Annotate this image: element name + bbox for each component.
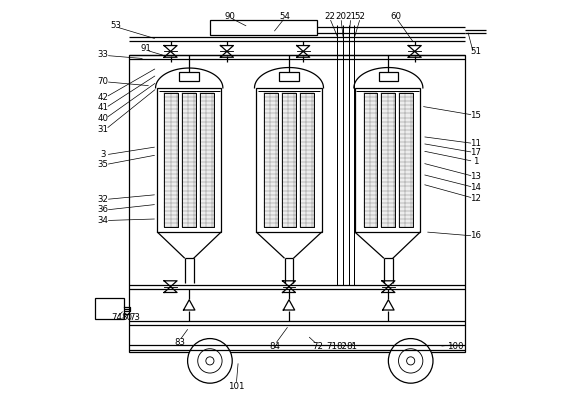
Text: 33: 33 (98, 50, 109, 59)
Bar (399, 93, 413, 227)
Text: 51: 51 (470, 47, 481, 56)
Text: 36: 36 (98, 206, 109, 214)
Text: 16: 16 (470, 232, 481, 241)
Bar (399, 93, 413, 227)
Bar (165, 93, 178, 227)
Bar (279, 72, 299, 81)
Circle shape (388, 339, 433, 383)
Text: 40: 40 (98, 114, 109, 123)
Bar (200, 93, 214, 227)
Text: 1: 1 (473, 157, 479, 166)
Bar (182, 93, 196, 227)
Text: 83: 83 (174, 338, 185, 347)
Bar (210, 20, 317, 35)
Bar (300, 93, 314, 227)
Text: 21: 21 (345, 12, 356, 21)
Text: 90: 90 (225, 12, 236, 21)
Text: 81: 81 (346, 342, 357, 351)
Bar (282, 93, 296, 227)
Bar (95, 298, 124, 319)
Bar (282, 93, 296, 227)
Bar (355, 88, 420, 232)
Text: 13: 13 (470, 172, 481, 181)
Text: 71: 71 (326, 342, 337, 351)
Bar (182, 93, 196, 227)
Text: 53: 53 (110, 20, 121, 30)
Text: 41: 41 (98, 103, 109, 112)
Text: 11: 11 (470, 139, 481, 148)
Bar (182, 93, 196, 227)
Text: 91: 91 (141, 44, 151, 53)
Bar (157, 88, 221, 232)
Text: 20: 20 (335, 12, 346, 21)
Text: 70: 70 (98, 77, 109, 86)
Bar (165, 93, 178, 227)
Circle shape (188, 339, 232, 383)
Text: 54: 54 (279, 12, 290, 21)
Bar (282, 93, 296, 227)
Bar (264, 93, 278, 227)
Bar (364, 93, 377, 227)
Bar (264, 93, 278, 227)
Text: 32: 32 (98, 195, 109, 204)
Text: 22: 22 (324, 12, 335, 21)
Text: 82: 82 (336, 342, 347, 351)
Text: 31: 31 (98, 125, 109, 134)
Circle shape (198, 349, 222, 373)
Text: 34: 34 (98, 216, 109, 225)
Bar (379, 72, 398, 81)
Bar (264, 93, 278, 227)
Bar (180, 72, 199, 81)
Bar (364, 93, 377, 227)
Text: 15: 15 (470, 111, 481, 120)
Bar (300, 93, 314, 227)
Text: 12: 12 (470, 194, 481, 203)
Bar (399, 93, 413, 227)
Text: 73: 73 (129, 313, 140, 322)
Text: 35: 35 (98, 160, 109, 169)
Text: 42: 42 (98, 93, 109, 102)
Bar (364, 93, 377, 227)
Text: 72: 72 (312, 342, 323, 351)
Bar (300, 93, 314, 227)
Text: 100: 100 (447, 342, 464, 351)
Bar (200, 93, 214, 227)
Circle shape (398, 349, 423, 373)
Bar (381, 93, 395, 227)
Bar (381, 93, 395, 227)
Text: 14: 14 (470, 183, 481, 192)
Text: 74: 74 (111, 313, 122, 322)
Circle shape (407, 357, 415, 365)
Bar (165, 93, 178, 227)
Circle shape (206, 357, 214, 365)
Text: 60: 60 (391, 12, 402, 21)
Bar (129, 55, 465, 352)
Text: 84: 84 (269, 342, 280, 351)
Bar (200, 93, 214, 227)
Text: 17: 17 (470, 148, 481, 157)
Text: 80: 80 (121, 313, 132, 322)
Text: 3: 3 (101, 150, 106, 159)
Text: 101: 101 (228, 381, 244, 391)
Text: 52: 52 (355, 12, 366, 21)
Bar (381, 93, 395, 227)
Bar (256, 88, 322, 232)
